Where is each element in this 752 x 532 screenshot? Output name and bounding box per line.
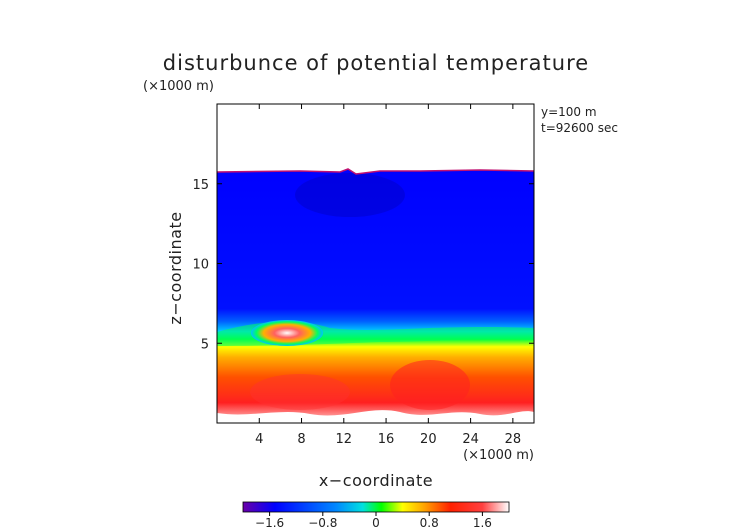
x-axis: 4 8 12 16 20 24 28 — [255, 104, 521, 447]
annotation-y: y=100 m — [541, 105, 597, 119]
colorbar-ticks: −1.6 −0.8 0 0.8 1.6 — [255, 512, 492, 530]
x-tick-label: 12 — [336, 432, 353, 447]
x-axis-title: x−coordinate — [319, 471, 433, 490]
model-top-line — [217, 168, 534, 175]
annotation-t: t=92600 sec — [541, 121, 618, 135]
x-tick-label: 20 — [420, 432, 437, 447]
chart-title: disturbunce of potential temperature — [163, 51, 589, 75]
y-unit-label: (×1000 m) — [143, 79, 214, 94]
x-tick-label: 28 — [505, 432, 522, 447]
warm-pocket — [251, 320, 323, 346]
y-tick-label: 5 — [201, 337, 209, 352]
x-tick-label: 16 — [378, 432, 395, 447]
colorbar-tick-label: 0 — [372, 516, 380, 530]
bottom-boundary — [217, 410, 534, 423]
y-axis-title: z−coordinate — [166, 211, 185, 324]
x-tick-label: 4 — [255, 432, 263, 447]
y-tick-label: 10 — [192, 258, 209, 273]
cold-core — [295, 173, 405, 217]
y-tick-label: 15 — [192, 178, 209, 193]
y-axis: 5 10 15 — [192, 178, 534, 352]
x-tick-label: 8 — [297, 432, 305, 447]
colorbar — [242, 501, 510, 513]
warm-cell-2 — [250, 374, 350, 410]
colorbar-tick-label: 0.8 — [420, 516, 439, 530]
colorbar-tick-label: −0.8 — [308, 516, 337, 530]
x-tick-label: 24 — [462, 432, 479, 447]
colorbar-tick-label: 1.6 — [473, 516, 492, 530]
warm-cell-1 — [390, 360, 470, 410]
x-unit-label: (×1000 m) — [463, 448, 534, 463]
plot-area — [217, 104, 534, 423]
colorbar-tick-label: −1.6 — [255, 516, 284, 530]
potential-temperature-field — [217, 169, 534, 423]
